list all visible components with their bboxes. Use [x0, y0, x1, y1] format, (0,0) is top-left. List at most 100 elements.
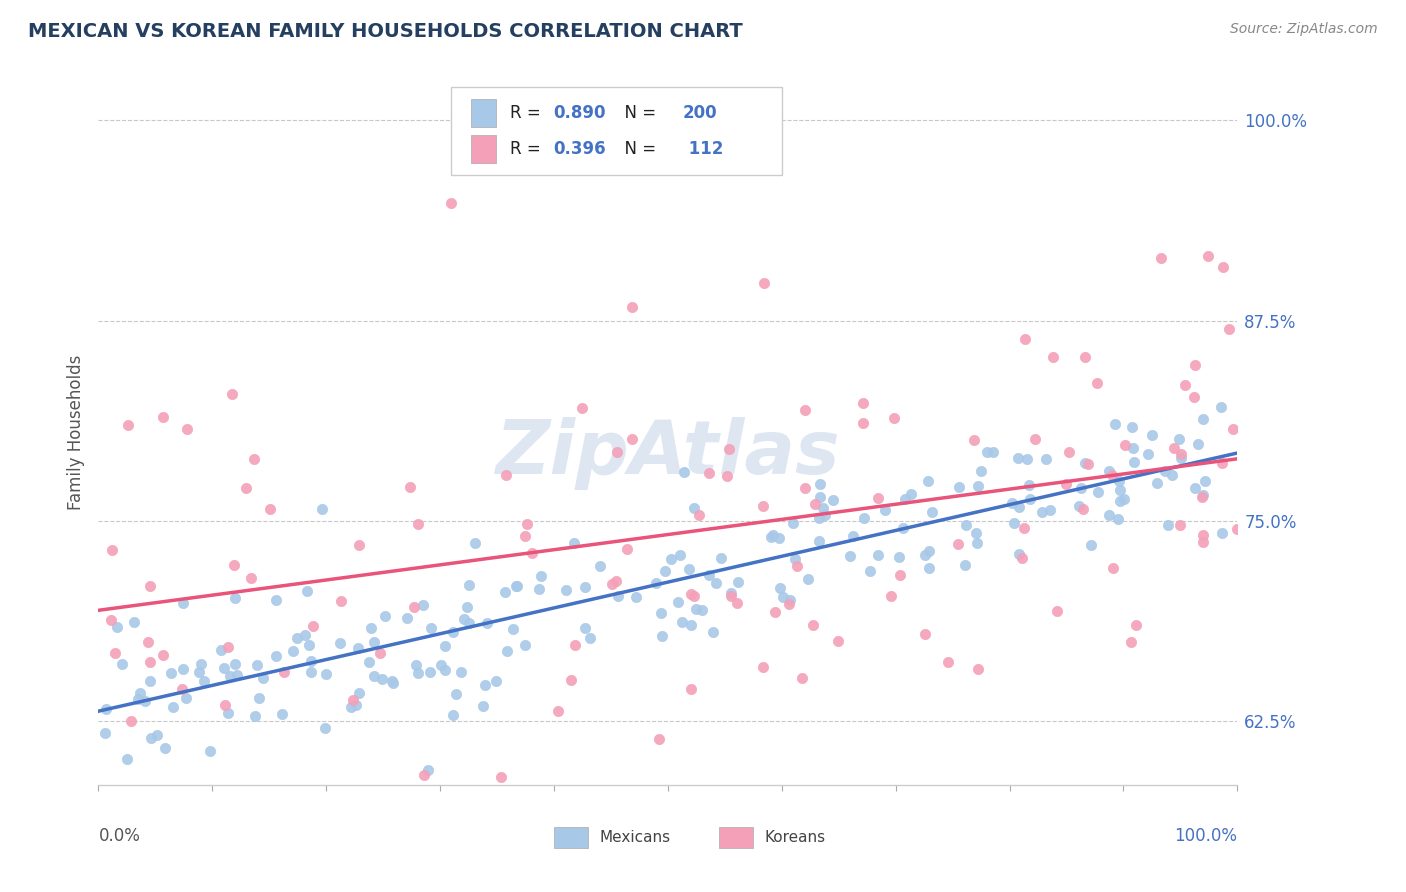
Point	[96, 702, 118, 716]
Text: Mexicans: Mexicans	[599, 830, 671, 846]
Point	[342, 693, 364, 707]
Point	[967, 479, 990, 493]
Point	[1123, 455, 1146, 469]
Point	[139, 673, 162, 688]
Point	[1122, 441, 1144, 455]
Point	[936, 655, 959, 669]
Point	[560, 673, 582, 688]
Text: 112: 112	[683, 140, 723, 158]
Point	[198, 744, 221, 758]
Point	[453, 611, 475, 625]
Point	[1157, 518, 1180, 533]
Point	[852, 511, 875, 525]
Point	[371, 672, 394, 686]
Point	[579, 632, 602, 646]
Point	[412, 768, 434, 782]
Point	[344, 698, 367, 712]
Point	[725, 596, 748, 610]
Text: 100.0%: 100.0%	[1174, 827, 1237, 846]
Text: 200: 200	[683, 104, 717, 122]
Point	[1191, 411, 1213, 425]
Point	[146, 728, 169, 742]
Point	[315, 666, 337, 681]
Point	[808, 491, 831, 505]
Point	[786, 559, 808, 574]
Point	[134, 694, 156, 708]
Point	[792, 671, 814, 685]
Point	[1192, 528, 1215, 542]
Point	[412, 598, 434, 612]
Point	[494, 584, 516, 599]
Point	[224, 591, 246, 606]
Point	[1137, 447, 1160, 461]
Point	[527, 582, 550, 596]
Point	[710, 551, 733, 566]
Point	[243, 708, 266, 723]
Point	[804, 497, 827, 511]
Point	[1161, 468, 1184, 483]
Point	[1182, 390, 1205, 404]
Point	[374, 608, 396, 623]
Point	[347, 538, 370, 552]
Point	[1107, 512, 1129, 526]
Point	[702, 625, 724, 640]
Point	[644, 575, 666, 590]
Point	[921, 505, 943, 519]
Point	[1211, 525, 1233, 540]
Point	[513, 638, 536, 652]
Point	[965, 526, 987, 541]
Point	[1077, 457, 1099, 471]
Point	[762, 528, 785, 542]
Point	[330, 593, 353, 607]
Point	[127, 692, 149, 706]
Point	[408, 516, 430, 531]
Point	[606, 445, 628, 459]
Point	[1008, 500, 1031, 514]
Point	[1154, 464, 1177, 478]
Point	[1191, 490, 1213, 504]
Point	[859, 564, 882, 578]
Point	[1121, 420, 1143, 434]
Point	[235, 481, 257, 495]
Point	[264, 592, 287, 607]
Point	[162, 700, 184, 714]
Point	[1150, 251, 1173, 265]
Point	[669, 549, 692, 563]
Point	[1102, 560, 1125, 574]
Point	[1197, 249, 1219, 263]
Point	[918, 544, 941, 558]
Point	[221, 386, 243, 401]
Point	[434, 663, 457, 677]
Point	[357, 655, 380, 669]
Point	[981, 445, 1004, 459]
Point	[621, 300, 644, 314]
Point	[554, 583, 576, 598]
Point	[948, 480, 970, 494]
Point	[679, 681, 702, 696]
Text: R =: R =	[509, 140, 546, 158]
Point	[1098, 508, 1121, 523]
Point	[430, 657, 453, 672]
Point	[1184, 481, 1206, 495]
Point	[883, 410, 905, 425]
Point	[727, 575, 749, 590]
Point	[659, 551, 682, 566]
Point	[808, 477, 831, 491]
Point	[93, 726, 115, 740]
Point	[224, 657, 246, 671]
Point	[152, 410, 174, 425]
Point	[347, 686, 370, 700]
Point	[1108, 474, 1130, 488]
Point	[502, 622, 524, 636]
Point	[408, 666, 430, 681]
Point	[299, 665, 322, 679]
Point	[914, 627, 936, 641]
Point	[522, 545, 544, 559]
FancyBboxPatch shape	[554, 827, 588, 848]
Point	[624, 590, 647, 604]
Point	[1042, 350, 1064, 364]
FancyBboxPatch shape	[471, 99, 496, 128]
Point	[697, 466, 720, 480]
Point	[797, 572, 820, 586]
Point	[172, 662, 194, 676]
